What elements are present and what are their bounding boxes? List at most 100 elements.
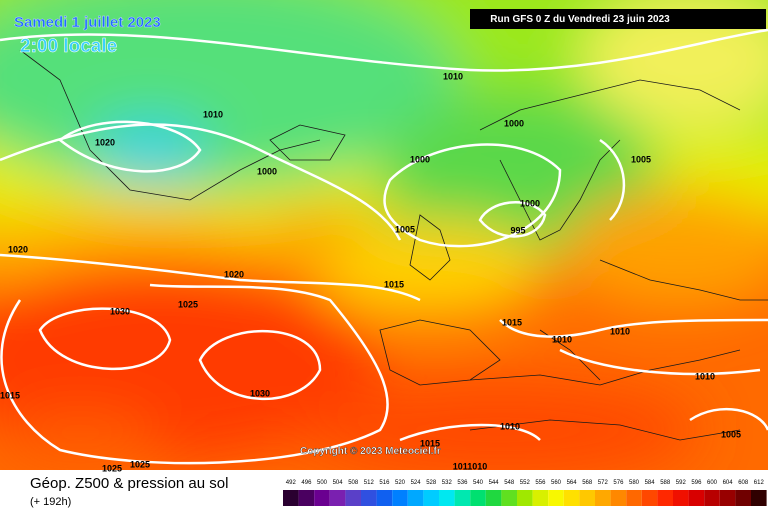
scale-label: 588: [660, 480, 671, 486]
scale-label: 548: [504, 480, 515, 486]
scale-label: 500: [317, 480, 328, 486]
scale-swatch: [595, 490, 611, 506]
run-box: [470, 9, 766, 29]
scale-swatch: [719, 490, 736, 506]
scale-swatch: [376, 490, 393, 506]
scale-label: 608: [738, 480, 749, 486]
scale-swatch: [548, 490, 564, 506]
date-label: Samedi 1 juillet 2023: [14, 14, 161, 31]
isobar-label: 1015: [0, 390, 20, 400]
scale-swatch: [485, 490, 502, 506]
scale-swatch: [392, 490, 408, 506]
scale-swatch: [688, 490, 705, 506]
isobar-label: 1020: [224, 269, 244, 279]
scale-swatch: [579, 490, 595, 506]
scale-swatch: [532, 490, 549, 506]
scale-swatch: [610, 490, 627, 506]
scale-swatch: [704, 490, 720, 506]
scale-label: 496: [301, 480, 312, 486]
scale-swatch: [517, 490, 533, 506]
scale-swatch: [641, 490, 658, 506]
footer-title: Géop. Z500 & pression au sol: [30, 475, 228, 492]
scale-label: 564: [567, 480, 578, 486]
isobar-label: 1025: [130, 459, 150, 469]
scale-label: 512: [364, 480, 375, 486]
color-scale: 492 496 500 504 508 512 516 520 524 528 532 536 540 5…: [283, 480, 767, 506]
isobar-label: 1020: [95, 137, 115, 147]
isobar-label: 1011010: [453, 461, 488, 471]
isobar-label: 1020: [8, 244, 28, 254]
run-label: Run GFS 0 Z du Vendredi 23 juin 2023: [490, 14, 670, 25]
scale-label: 592: [676, 480, 687, 486]
scale-label: 524: [411, 480, 422, 486]
scale-swatch: [283, 490, 299, 506]
scale-swatch: [657, 490, 673, 506]
scale-label: 528: [426, 480, 437, 486]
scale-label: 532: [442, 480, 453, 486]
isobar-label: 1010: [610, 326, 630, 336]
scale-swatch: [673, 490, 689, 506]
isobar-label: 1010: [203, 109, 223, 119]
scale-label: 520: [395, 480, 406, 486]
isobar-label: 1015: [420, 438, 440, 448]
scale-label: 600: [707, 480, 718, 486]
copyright: Copyright © 2023 Meteociel.fr: [300, 446, 441, 457]
scale-label: 568: [582, 480, 593, 486]
scale-label: 504: [333, 480, 344, 486]
isobar-label: 1000: [410, 154, 430, 164]
scale-label: 572: [598, 480, 609, 486]
scale-label: 596: [691, 480, 702, 486]
scale-swatch: [501, 490, 517, 506]
scale-swatch: [563, 490, 580, 506]
scale-swatch: [329, 490, 346, 506]
scale-label: 612: [754, 480, 765, 486]
isobar-label: 1000: [520, 198, 540, 208]
isobar-label: 1000: [504, 118, 524, 128]
scale-label: 540: [473, 480, 484, 486]
footer-lead: (+ 192h): [30, 496, 71, 508]
scale-label: 604: [723, 480, 734, 486]
isobar-label: 1030: [250, 388, 270, 398]
isobar-label: 995: [510, 225, 525, 235]
isobar-label: 1005: [631, 154, 651, 164]
scale-label: 580: [629, 480, 640, 486]
scale-label: 492: [286, 480, 297, 486]
isobar-label: 1010: [443, 71, 463, 81]
isobar-label: 1025: [102, 463, 122, 473]
scale-label: 508: [348, 480, 359, 486]
scale-swatch: [735, 490, 751, 506]
scale-label: 576: [613, 480, 624, 486]
time-label: 2:00 locale: [20, 36, 117, 57]
scale-swatch: [407, 490, 424, 506]
scale-label: 536: [457, 480, 468, 486]
isobar-label: 1010: [500, 421, 520, 431]
scale-swatch: [626, 490, 642, 506]
scale-label: 584: [645, 480, 656, 486]
isobar-label: 1015: [384, 279, 404, 289]
scale-swatch: [423, 490, 439, 506]
map: [0, 0, 768, 470]
scale-swatch: [314, 490, 330, 506]
isobar-label: 1030: [110, 306, 130, 316]
isobar-label: 1010: [695, 371, 715, 381]
scale-label: 556: [535, 480, 546, 486]
isobar-label: 1025: [178, 299, 198, 309]
isobar-lines: [0, 28, 768, 465]
isobar-label: 1005: [395, 224, 415, 234]
isobar-label: 1005: [721, 429, 741, 439]
scale-swatch: [298, 490, 315, 506]
scale-label: 560: [551, 480, 562, 486]
coastlines: [19, 49, 768, 441]
scale-swatch: [470, 490, 486, 506]
isobar-label: 1015: [502, 317, 522, 327]
isobar-label: 1000: [257, 166, 277, 176]
scale-label: 544: [489, 480, 500, 486]
scale-swatch: [439, 490, 455, 506]
scale-label: 552: [520, 480, 531, 486]
isobar-label: 1010: [552, 334, 572, 344]
isobar-labels: 1010 1010 1020 1000 1000 1000 1005 1000 995 1005 1…: [0, 71, 741, 473]
scale-swatch: [345, 490, 361, 506]
scale-swatch: [454, 490, 471, 506]
scale-swatch: [361, 490, 377, 506]
